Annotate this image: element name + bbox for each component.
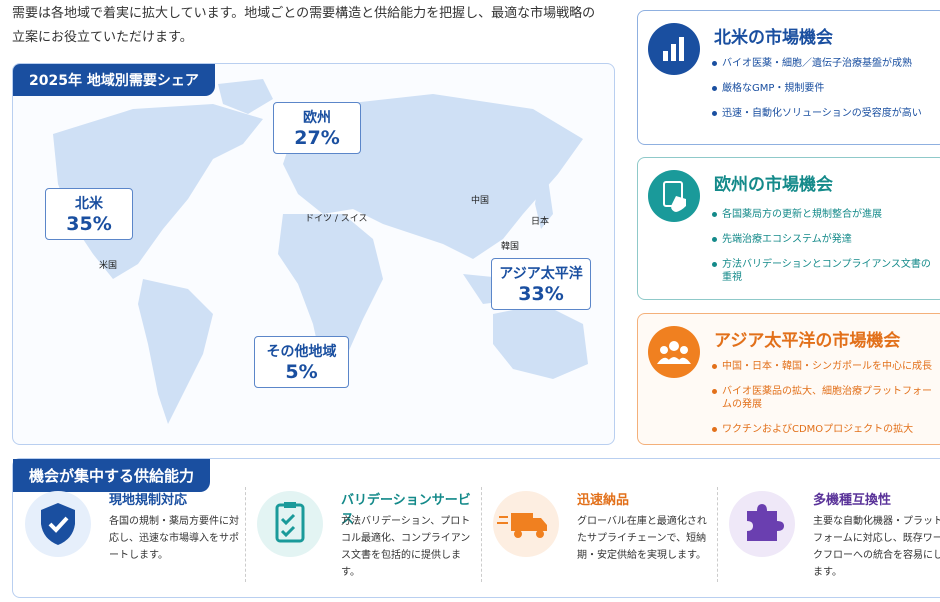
- decoration: [671, 44, 676, 61]
- decoration: [533, 518, 547, 531]
- bullet: 中国・日本・韓国・シンガポールを中心に成長: [712, 360, 937, 373]
- capability-title: 現地規制対応: [109, 493, 188, 508]
- capability-text: 方法バリデーション、プロトコル最適化、コンプライアンス文書を包括的に提供します。: [341, 516, 471, 578]
- card-title: 欧州の市場機会: [714, 175, 833, 195]
- decoration: [717, 487, 718, 582]
- capability-title: 多機種互換性: [813, 493, 892, 508]
- icon: [648, 326, 700, 378]
- region-box: アジア太平洋 33%: [491, 258, 591, 310]
- decoration: [284, 502, 296, 508]
- region-box: その他地域 5%: [254, 336, 349, 388]
- region-name: 欧州: [303, 110, 331, 126]
- opportunity-card: 欧州の市場機会 各国薬局方の更新と規制整合が進展 先端治療エコシステムが発達方法バ…: [637, 157, 940, 300]
- capabilities-title: 機会が集中する供給能力: [13, 459, 211, 492]
- bullet: ワクチンおよびCDMOプロジェクトの拡大: [712, 423, 937, 436]
- region-share: 35%: [66, 213, 112, 235]
- decoration: 各国薬局方の更新と規制整合が進展 先端治療エコシステムが発達方法バリデーションとコ…: [712, 208, 937, 296]
- bullet: バイオ医薬・細胞／遺伝子治療基盤が成熟: [712, 57, 937, 70]
- opportunity-card: 北米の市場機会 バイオ医薬・細胞／遺伝子治療基盤が成熟 厳格なGMP・規制要件 迅速…: [637, 10, 940, 145]
- decoration: [679, 357, 691, 364]
- decoration: [657, 341, 691, 364]
- decoration: [535, 179, 553, 229]
- decoration: [663, 181, 686, 212]
- card-title: アジア太平洋の市場機会: [714, 331, 901, 351]
- decoration: [275, 503, 305, 543]
- map-panel: 2025年 地域別需要シェア 北米 35% 欧州 27% アジア太平洋 33% その他…: [12, 63, 615, 445]
- icon: [493, 491, 559, 557]
- decoration: [41, 503, 75, 545]
- decoration: [660, 346, 668, 354]
- map-title: 2025年 地域別需要シェア: [13, 64, 215, 96]
- region-share: 33%: [518, 283, 564, 305]
- decoration: 中国・日本・韓国・シンガポールを中心に成長バイオ医薬品の拡大、細胞治療プラットフ…: [712, 360, 937, 448]
- region-name: アジア太平洋: [499, 266, 583, 282]
- icon: [648, 170, 700, 222]
- icon: [25, 491, 91, 557]
- intro: 需要は各地域で着実に拡大しています。地域ごとの需要構造と供給能力を把握し、最適な…: [12, 6, 596, 45]
- card-title: 北米の市場機会: [714, 28, 833, 48]
- region-name: 北米: [75, 196, 103, 212]
- capability-title: バリデーションサービス: [341, 493, 471, 527]
- place-label: ドイツ / スイス: [305, 214, 368, 224]
- decoration: [666, 357, 682, 364]
- decoration: [671, 196, 686, 212]
- decoration: [48, 516, 69, 533]
- decoration: [536, 530, 544, 538]
- decoration: [680, 346, 688, 354]
- region-box: 欧州 27%: [273, 102, 361, 154]
- icon: [257, 491, 323, 557]
- decoration: [497, 513, 547, 538]
- place-label: 中国: [471, 196, 490, 206]
- decoration: [747, 504, 784, 541]
- decoration: [245, 487, 246, 582]
- decoration: [499, 516, 508, 518]
- capability-text: グローバル在庫と最適化されたサプライチェーンで、短納期・安定供給を実現します。: [577, 516, 707, 561]
- decoration: [41, 503, 75, 545]
- capability-text: 主要な自動化機器・プラットフォームに対応し、既存ワークフローへの統合を容易にしま…: [813, 516, 940, 578]
- capabilities-panel: 機会が集中する供給能力 現地規制対応 各国の規制・薬局方要件に対応し、迅速な市場…: [12, 458, 940, 598]
- region-share: 27%: [294, 127, 340, 149]
- decoration: [679, 37, 684, 61]
- icon: [648, 23, 700, 75]
- decoration: [218, 79, 273, 114]
- decoration: [663, 37, 684, 61]
- decoration: [138, 279, 213, 424]
- capability: 多機種互換性 主要な自動化機器・プラットフォームに対応し、既存ワークフローへの統…: [721, 487, 940, 587]
- decoration: [657, 357, 669, 364]
- capability-text: 各国の規制・薬局方要件に対応し、迅速な市場導入をサポートします。: [109, 516, 239, 561]
- decoration: [514, 530, 522, 538]
- decoration: [497, 522, 508, 524]
- bullet: 先端治療エコシステムが発達: [712, 233, 937, 246]
- place-label: 米国: [99, 261, 118, 271]
- bullet: 方法バリデーションとコンプライアンス文書の重視: [712, 258, 937, 284]
- bullet: バイオ医薬品の拡大、細胞治療プラットフォームの発展: [712, 385, 937, 411]
- decoration: [280, 513, 296, 538]
- region-share: 5%: [285, 361, 318, 383]
- decoration: [511, 513, 533, 531]
- opportunity-card: アジア太平洋の市場機会 中国・日本・韓国・シンガポールを中心に成長バイオ医薬品の…: [637, 313, 940, 445]
- region-box: 北米 35%: [45, 188, 133, 240]
- bullet: 迅速・自動化ソリューションの受容度が高い: [712, 107, 937, 120]
- bullet: 各国薬局方の更新と規制整合が進展: [712, 208, 937, 221]
- capability-title: 迅速納品: [577, 493, 630, 508]
- decoration: [669, 341, 679, 351]
- capability: 現地規制対応 各国の規制・薬局方要件に対応し、迅速な市場導入をサポートします。: [17, 487, 247, 587]
- decoration: [747, 504, 784, 541]
- decoration: [481, 487, 482, 582]
- place-label: 韓国: [501, 242, 520, 252]
- decoration: [493, 304, 588, 379]
- icon: [729, 491, 795, 557]
- bullet: 厳格なGMP・規制要件: [712, 82, 937, 95]
- capability: バリデーションサービス 方法バリデーション、プロトコル最適化、コンプライアンス文…: [249, 487, 479, 587]
- decoration: [663, 51, 668, 61]
- decoration: [278, 214, 383, 369]
- decoration: [275, 502, 305, 543]
- capability: 迅速納品 グローバル在庫と最適化されたサプライチェーンで、短納期・安定供給を実現…: [485, 487, 715, 587]
- place-label: 日本: [531, 217, 550, 227]
- decoration: バイオ医薬・細胞／遺伝子治療基盤が成熟 厳格なGMP・規制要件 迅速・自動化ソリュー…: [712, 57, 937, 132]
- region-name: その他地域: [266, 344, 337, 360]
